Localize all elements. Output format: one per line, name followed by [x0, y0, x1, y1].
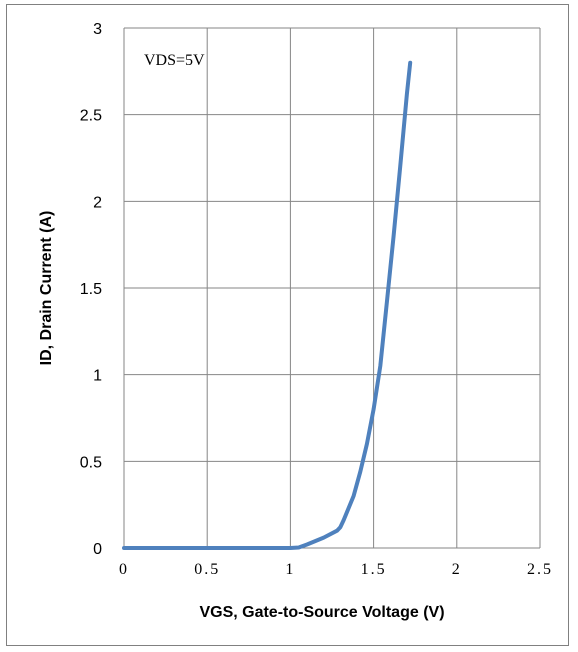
x-tick-label: 0: [119, 561, 129, 578]
y-axis-title: ID, Drain Current (A): [38, 211, 55, 366]
x-tick-label: 0.5: [194, 561, 220, 578]
y-tick-label: 1.5: [80, 281, 102, 298]
annotation-text: VDS=5V: [144, 52, 205, 69]
y-tick-label: 0.5: [80, 454, 102, 471]
y-tick-label: 1: [93, 368, 102, 385]
chart-frame: 0 0.5 1 1.5 2 2.5 3 0 0.5 1 1.5 2 2.5 VDS=5V ID, Dr…: [6, 4, 569, 646]
grid: [123, 27, 541, 549]
y-tick-label: 0: [93, 541, 102, 558]
x-tick-label: 2.5: [527, 561, 553, 578]
x-tick-label: 2: [452, 561, 462, 578]
plot-area: 0 0.5 1 1.5 2 2.5 3 0 0.5 1 1.5 2 2.5 VDS=5V ID, Dr…: [38, 21, 553, 621]
x-tick-label: 1: [285, 561, 295, 578]
series-line-0: [122, 60, 413, 550]
x-axis-title: VGS, Gate-to-Source Voltage (V): [199, 604, 444, 621]
x-tick-label: 1.5: [361, 561, 387, 578]
y-tick-label: 2.5: [80, 108, 102, 125]
x-tick-labels: 0 0.5 1 1.5 2 2.5: [119, 561, 553, 578]
series-layer: [122, 60, 413, 550]
y-tick-label: 2: [93, 194, 102, 211]
y-tick-label: 3: [93, 21, 102, 38]
y-tick-labels: 0 0.5 1 1.5 2 2.5 3: [80, 21, 102, 558]
